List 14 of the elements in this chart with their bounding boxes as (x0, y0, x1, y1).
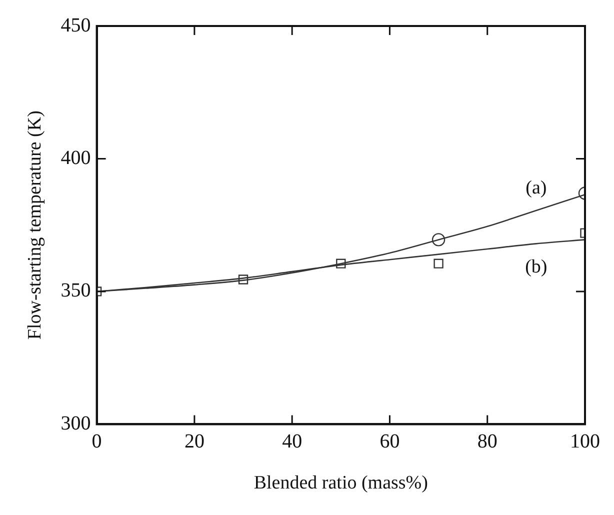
x-tick-label: 40 (282, 430, 302, 452)
y-tick-label: 350 (60, 280, 91, 302)
y-tick-label: 450 (60, 14, 91, 36)
x-tick-label: 80 (477, 430, 498, 452)
x-tick-label: 60 (380, 430, 400, 452)
y-tick-label: 400 (60, 146, 91, 169)
x-axis-title: Blended ratio (mass%) (254, 472, 428, 494)
x-tick-label: 20 (184, 430, 204, 452)
series-label: (a) (526, 177, 547, 198)
series-label: (b) (525, 256, 548, 278)
x-tick-label: 100 (570, 430, 600, 452)
y-axis-title: Flow-starting temperature (K) (24, 110, 46, 340)
x-tick-label: 0 (92, 430, 102, 452)
y-tick-label: 300 (60, 412, 91, 434)
